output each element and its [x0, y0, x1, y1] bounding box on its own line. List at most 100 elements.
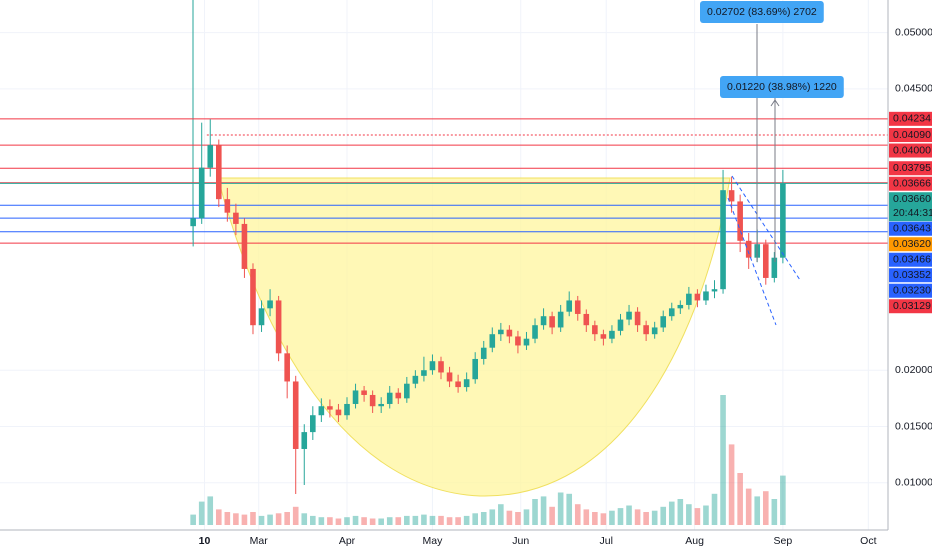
candle-body [592, 325, 598, 335]
candle-body [617, 319, 624, 331]
candle-body [463, 379, 470, 388]
price-label: 0.03466 [893, 254, 931, 266]
candle-body [771, 257, 778, 278]
candle-body [369, 394, 376, 407]
volume-bar [190, 514, 196, 525]
candle-body [284, 353, 290, 382]
candle-body [438, 361, 444, 373]
volume-bar [438, 515, 444, 525]
volume-bar [224, 512, 231, 525]
candles [190, 119, 786, 494]
candle-body [728, 190, 735, 202]
price-label-bg [889, 268, 932, 283]
candle-body [250, 268, 256, 326]
volume-bar [344, 517, 350, 525]
volume-bar [617, 508, 624, 525]
price-label: 0.03795 [893, 162, 931, 174]
candle-body [190, 218, 196, 227]
volume-bar [506, 510, 513, 525]
candle-body [557, 311, 564, 328]
price-label-bg [889, 161, 932, 176]
candle-body [720, 190, 726, 290]
volume-bar [754, 496, 761, 525]
annotation-text: 0.01220 (38.98%) 1220 [727, 81, 837, 93]
volume-bar [310, 515, 316, 525]
volume-bar [198, 501, 205, 525]
volume-bar [566, 493, 573, 525]
volume-bar [267, 514, 273, 525]
candle-body [335, 409, 342, 416]
candle-body [506, 329, 513, 337]
candle-body [515, 336, 521, 346]
volume-bar [472, 513, 478, 525]
volume-bar [574, 504, 581, 525]
volume-bar [660, 506, 667, 525]
candle-body [292, 381, 299, 449]
candle-body [241, 223, 248, 269]
candle-body [275, 300, 282, 354]
volume-bar [771, 499, 778, 525]
y-tick-label: 0.05000 [895, 26, 932, 38]
price-label: 0.04234 [893, 113, 931, 125]
volume-bar [361, 517, 367, 525]
y-tick-label: 0.01000 [895, 477, 932, 489]
volume-bar [583, 509, 590, 525]
volume-bar [626, 505, 632, 525]
volume-bar [745, 488, 752, 525]
volume-bar [275, 513, 282, 525]
candle-body [480, 347, 487, 359]
candle-body [762, 244, 769, 278]
volume-bar [215, 509, 222, 525]
candle-body [737, 201, 743, 241]
price-label-bg [889, 143, 932, 158]
x-tick-label: May [423, 535, 444, 547]
volume-bar [703, 505, 709, 525]
measure-arrow [770, 99, 780, 107]
candle-body [378, 403, 384, 407]
candle-body [703, 291, 709, 301]
candle-body [634, 311, 641, 326]
volume-bar [651, 510, 658, 525]
y-tick-label: 0.01500 [895, 420, 932, 432]
price-label-bg [889, 221, 932, 236]
candle-body [352, 390, 359, 404]
volume-bar [258, 515, 265, 525]
candle-body [574, 300, 581, 314]
volume-bar [711, 493, 718, 525]
price-label: 0.04090 [893, 129, 931, 141]
candle-body [224, 199, 231, 213]
candle-body [429, 361, 436, 371]
annotations: 0.02702 (83.69%) 2702 0.01220 (38.98%) 12… [700, 1, 844, 98]
volume-bar [207, 496, 214, 525]
candle-body [694, 293, 701, 301]
volume-bar [780, 475, 786, 525]
volume-bar [489, 509, 496, 525]
candle-body [361, 390, 367, 395]
candle-body [677, 304, 684, 309]
candle-body [258, 308, 265, 326]
price-label-bg [889, 237, 932, 252]
volume-bar [233, 513, 239, 525]
volume-bar [686, 504, 692, 525]
candle-body [386, 392, 393, 404]
volume-bar [557, 492, 564, 525]
candle-body [583, 313, 590, 326]
volume-bar [250, 512, 256, 525]
price-label: 0.03643 [893, 223, 931, 235]
volume-bar [728, 444, 735, 525]
volume-bar [412, 515, 419, 525]
countdown-label: 20:44:31 [893, 207, 932, 219]
candle-body [215, 145, 222, 200]
candle-body [446, 372, 453, 382]
price-label-bg [889, 283, 932, 298]
candle-body [489, 334, 496, 348]
trend-line [727, 197, 777, 326]
volume-bar [634, 509, 641, 525]
candle-body [711, 289, 718, 292]
volume-bar [540, 496, 547, 525]
volume-bar [404, 515, 410, 525]
candle-body [668, 308, 675, 317]
volume-bar [335, 518, 342, 525]
candle-body [549, 316, 555, 328]
volume-bar [668, 501, 675, 525]
